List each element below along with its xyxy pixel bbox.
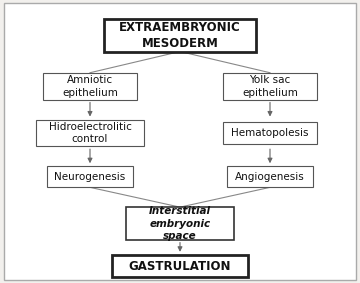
FancyBboxPatch shape bbox=[47, 166, 133, 187]
Text: Neurogenesis: Neurogenesis bbox=[54, 172, 126, 182]
FancyBboxPatch shape bbox=[227, 166, 313, 187]
FancyBboxPatch shape bbox=[43, 73, 137, 100]
FancyBboxPatch shape bbox=[223, 122, 317, 144]
Text: Interstitial
embryonic
space: Interstitial embryonic space bbox=[149, 206, 211, 241]
Text: Hidroelectrolitic
control: Hidroelectrolitic control bbox=[49, 122, 131, 144]
FancyBboxPatch shape bbox=[223, 73, 317, 100]
Text: Hematopolesis: Hematopolesis bbox=[231, 128, 309, 138]
Text: EXTRAEMBRYONIC
MESODERM: EXTRAEMBRYONIC MESODERM bbox=[119, 21, 241, 50]
FancyBboxPatch shape bbox=[112, 255, 248, 277]
Text: Yolk sac
epithelium: Yolk sac epithelium bbox=[242, 75, 298, 98]
FancyBboxPatch shape bbox=[4, 3, 356, 280]
Text: Angiogenesis: Angiogenesis bbox=[235, 172, 305, 182]
FancyBboxPatch shape bbox=[126, 207, 234, 240]
FancyBboxPatch shape bbox=[36, 119, 144, 147]
FancyBboxPatch shape bbox=[104, 19, 256, 52]
Text: Amniotic
epithelium: Amniotic epithelium bbox=[62, 75, 118, 98]
Text: GASTRULATION: GASTRULATION bbox=[129, 260, 231, 273]
